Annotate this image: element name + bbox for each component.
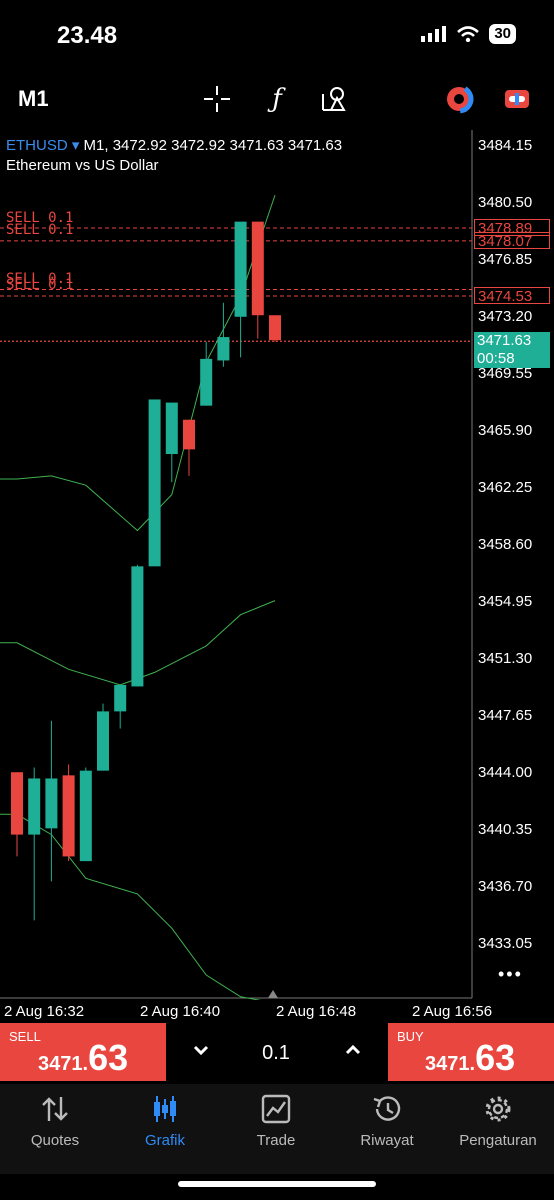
time-tick: 2 Aug 16:32 — [4, 1003, 85, 1020]
price-tick: 3473.20 — [478, 308, 533, 325]
one-click-trading-icon[interactable] — [501, 84, 533, 114]
nav-item-label: Pengaturan — [459, 1132, 537, 1149]
nav-item-label: Riwayat — [360, 1132, 414, 1149]
battery-indicator: 30 — [489, 24, 516, 44]
nav-item-riwayat[interactable]: Riwayat — [332, 1092, 442, 1149]
symbol-dropdown-icon[interactable]: ▾ — [71, 137, 80, 154]
nav-item-trade[interactable]: Trade — [221, 1092, 331, 1149]
current-price-tag: 3471.63 00:58 — [474, 332, 550, 368]
candle-body — [97, 711, 109, 771]
candle-body — [251, 221, 264, 316]
quotes-icon — [0, 1092, 110, 1126]
sell-button[interactable]: SELL 3471.63 — [0, 1023, 166, 1081]
buy-price: 3471.63 — [425, 1037, 515, 1079]
nav-item-label: Quotes — [30, 1132, 80, 1149]
time-tick: 2 Aug 16:40 — [140, 1003, 221, 1020]
account-icon[interactable] — [443, 84, 475, 114]
more-options-icon[interactable]: ••• — [498, 964, 523, 984]
chart-title: ETHUSD ▾ M1, 3472.92 3472.92 3471.63 347… — [6, 136, 342, 154]
price-tick: 3444.00 — [478, 764, 533, 781]
timeframe-selector[interactable]: M1 — [18, 86, 49, 111]
lot-decrease-button[interactable] — [186, 1035, 216, 1065]
candle-body — [148, 399, 161, 567]
bar-countdown: 00:58 — [477, 350, 515, 367]
candle-body — [183, 419, 195, 450]
ohlc-readout: M1, 3472.92 3472.92 3471.63 3471.63 — [83, 137, 343, 154]
home-indicator — [178, 1181, 376, 1187]
bollinger-upper-band — [0, 194, 276, 532]
settings-icon — [443, 1092, 553, 1126]
lot-size-input[interactable]: 0.1 — [262, 1042, 290, 1064]
price-tick: 3447.65 — [478, 707, 533, 724]
bollinger-lower-band — [0, 813, 262, 1000]
status-icons: 30 — [421, 24, 516, 44]
candle-body — [62, 775, 75, 857]
symbol-description: Ethereum vs US Dollar — [6, 157, 159, 174]
price-tick: 3458.60 — [478, 536, 533, 553]
time-tick: 2 Aug 16:48 — [276, 1003, 357, 1020]
price-tick: 3469.55 — [478, 365, 533, 382]
candle-body — [131, 566, 144, 687]
order-price-tag: 3474.53 — [474, 287, 550, 305]
buy-price-main: 3471. — [425, 1053, 476, 1075]
bottom-navigation — [0, 1084, 554, 1174]
trade-icon — [221, 1092, 331, 1126]
price-tick: 3480.50 — [478, 194, 533, 211]
chart-icon — [110, 1092, 220, 1126]
nav-item-label: Trade — [256, 1132, 296, 1149]
candle-body — [114, 684, 127, 712]
buy-caption: BUY — [397, 1029, 424, 1044]
wifi-icon — [457, 26, 480, 42]
candle-body — [45, 778, 58, 829]
price-tick: 3436.70 — [478, 878, 533, 895]
candle-body — [269, 315, 281, 341]
sell-caption: SELL — [9, 1029, 41, 1044]
nav-item-grafik[interactable]: Grafik — [110, 1092, 220, 1149]
candle-body — [79, 770, 92, 862]
order-label[interactable]: SELL 0.1 — [6, 271, 74, 287]
candle-body — [234, 221, 247, 317]
price-tick: 3476.85 — [478, 251, 533, 268]
price-tick: 3454.95 — [478, 593, 533, 610]
status-time: 23.48 — [57, 22, 118, 49]
price-tick: 3433.05 — [478, 935, 533, 952]
buy-button[interactable]: BUY 3471.63 — [388, 1023, 554, 1081]
order-label[interactable]: SELL 0.1 — [6, 277, 74, 293]
price-tick: 3451.30 — [478, 650, 533, 667]
sell-price-main: 3471. — [38, 1053, 89, 1075]
nav-item-quotes[interactable]: Quotes — [0, 1092, 110, 1149]
buy-price-pips: 63 — [475, 1037, 516, 1078]
signal-icon — [421, 26, 447, 42]
order-price-tag: 3478.07 — [474, 232, 550, 250]
price-tick: 3465.90 — [478, 422, 533, 439]
order-label[interactable]: SELL 0.1 — [6, 210, 74, 226]
sell-price-pips: 63 — [88, 1037, 129, 1078]
scroll-marker-icon — [268, 990, 278, 998]
symbol-name[interactable]: ETHUSD — [6, 137, 68, 154]
sell-price: 3471.63 — [38, 1037, 128, 1079]
candle-body — [11, 772, 23, 835]
nav-item-label: Grafik — [144, 1132, 185, 1149]
current-price: 3471.63 — [477, 332, 532, 349]
candle-body — [217, 337, 230, 361]
candle-body — [200, 358, 213, 406]
objects-icon[interactable] — [319, 84, 351, 114]
price-tick: 3462.25 — [478, 479, 533, 496]
price-tick: 3440.35 — [478, 821, 533, 838]
price-tick: 3484.15 — [478, 137, 533, 154]
price-chart[interactable] — [0, 130, 554, 1000]
time-tick: 2 Aug 16:56 — [412, 1003, 493, 1020]
order-label[interactable]: SELL 0.1 — [6, 222, 74, 238]
lot-increase-button[interactable] — [338, 1035, 368, 1065]
candle-body — [165, 402, 178, 455]
function-icon[interactable]: ƒ — [272, 84, 282, 114]
nav-item-pengaturan[interactable]: Pengaturan — [443, 1092, 553, 1149]
crosshair-icon[interactable] — [201, 84, 233, 114]
candle-body — [28, 778, 41, 835]
history-icon — [332, 1092, 442, 1126]
